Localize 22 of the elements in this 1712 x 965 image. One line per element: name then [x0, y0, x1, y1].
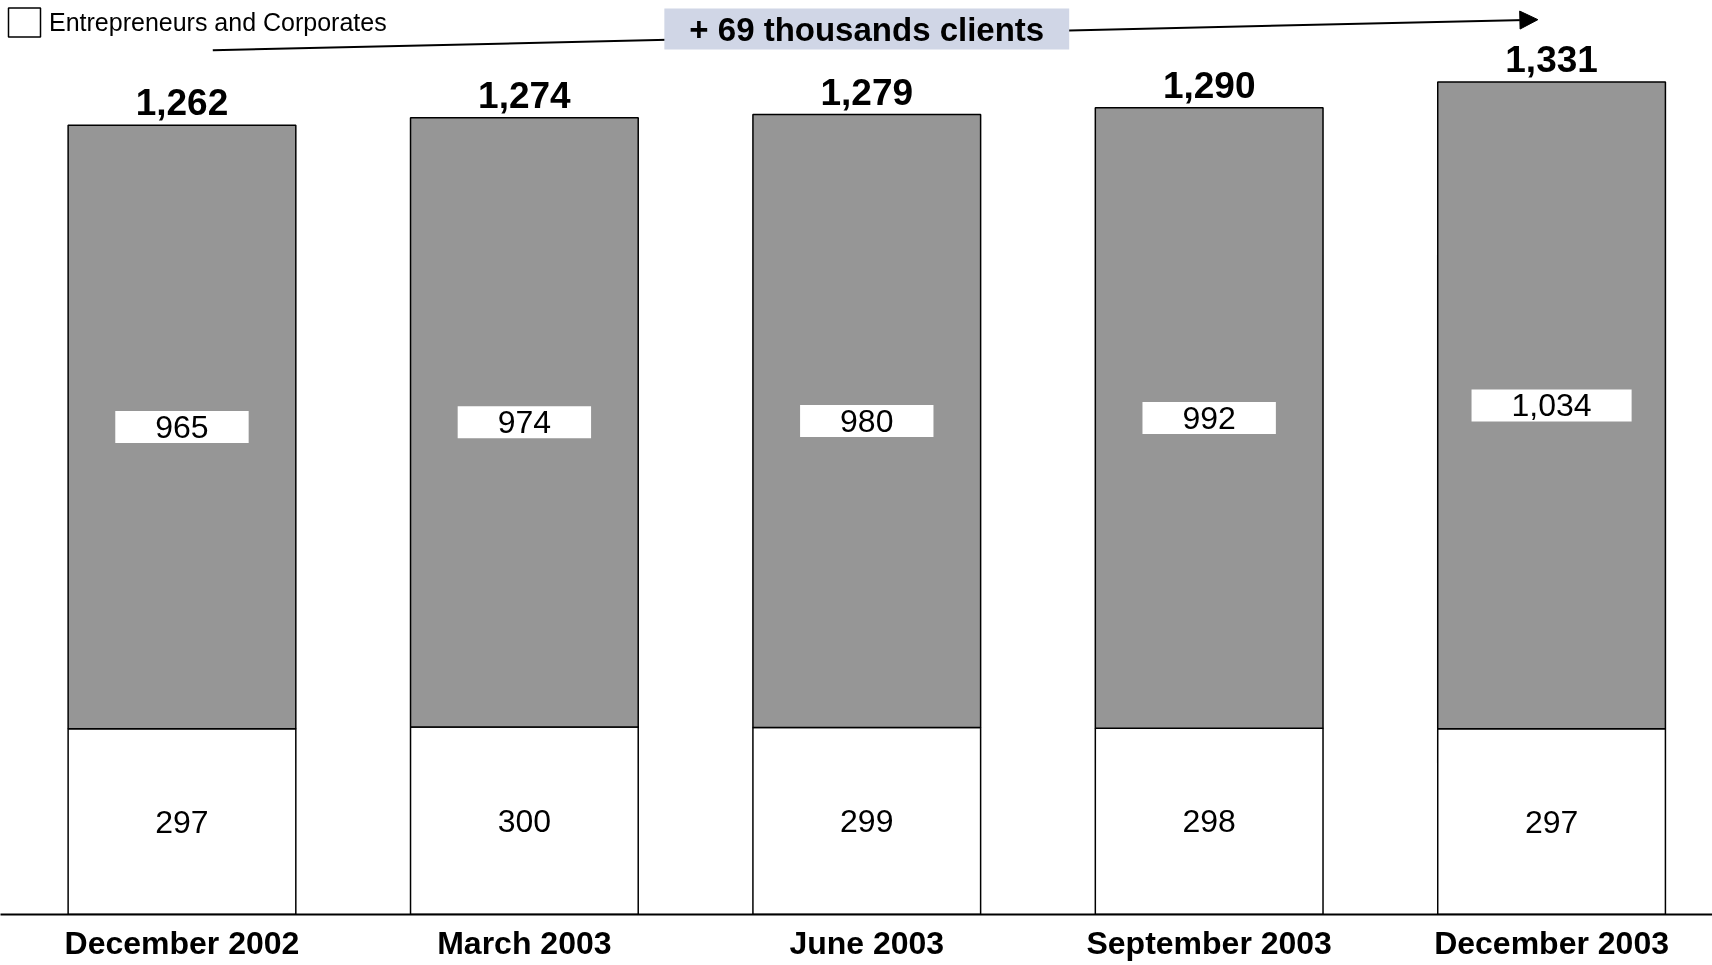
data-label: 300 [497, 802, 552, 839]
x-tick-label: June 2003 [789, 924, 945, 961]
total-label: 1,331 [1505, 39, 1598, 81]
data-label: 297 [1524, 803, 1579, 840]
data-label: 298 [1182, 803, 1236, 840]
data-label: 299 [840, 803, 894, 839]
x-tick-label: December 2002 [64, 924, 300, 961]
data-label: 965 [155, 408, 209, 445]
x-tick-label: December 2003 [1434, 924, 1669, 961]
data-label: 980 [840, 403, 894, 440]
total-label: 1,262 [135, 82, 229, 124]
total-label: 1,290 [1162, 64, 1256, 106]
total-label: 1,279 [820, 71, 914, 113]
data-label: 992 [1182, 399, 1236, 436]
legend-label: Entrepreneurs and Corporates [49, 7, 387, 37]
x-tick-label: March 2003 [437, 924, 612, 961]
text: + 69 thousands clients [689, 10, 1045, 48]
data-label: 1,034 [1511, 387, 1592, 424]
total-label: 1,274 [478, 74, 572, 116]
x-tick-label: September 2003 [1086, 924, 1332, 961]
data-label: 974 [497, 404, 552, 441]
data-label: 297 [155, 803, 209, 840]
